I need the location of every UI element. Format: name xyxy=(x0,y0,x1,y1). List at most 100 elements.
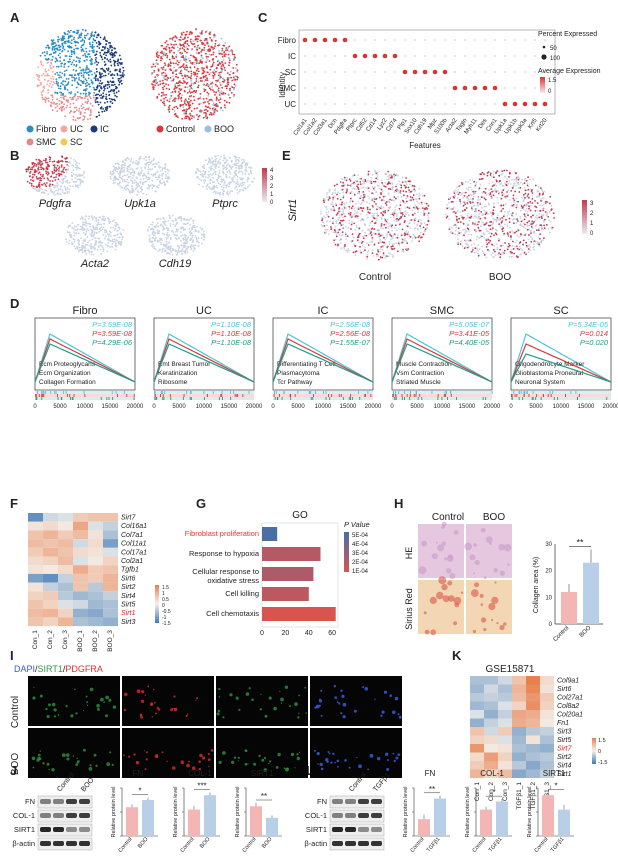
cell-point xyxy=(184,117,186,120)
cell-point xyxy=(210,167,213,170)
cell-point xyxy=(103,85,105,88)
cell-point xyxy=(336,193,338,196)
cell-point xyxy=(182,31,185,34)
cell-point xyxy=(188,227,191,230)
cell-point xyxy=(79,179,82,182)
cell-point xyxy=(395,185,397,188)
cell-point xyxy=(52,65,55,68)
cell-point xyxy=(217,174,220,177)
cell-point xyxy=(172,75,175,78)
cell-point xyxy=(224,62,227,64)
cell-point xyxy=(210,114,213,116)
cell-point xyxy=(330,208,332,211)
cell-point xyxy=(42,86,45,89)
cell-point xyxy=(104,219,106,222)
panel-letter-D: D xyxy=(10,296,19,311)
cell-point xyxy=(60,164,63,167)
cell-point xyxy=(101,82,104,84)
panel-letter-H: H xyxy=(394,496,403,511)
cell-point xyxy=(83,221,85,224)
cell-point xyxy=(176,69,179,71)
dot-Upk1a xyxy=(504,55,506,57)
cell-point xyxy=(186,108,189,111)
cell-point xyxy=(477,196,480,199)
cell-point xyxy=(367,229,369,232)
cell-point xyxy=(120,234,123,236)
cell-point xyxy=(133,179,136,182)
cell-point xyxy=(45,172,48,175)
cell-point xyxy=(145,159,148,162)
cell-point xyxy=(241,182,244,184)
cell-point xyxy=(94,78,97,80)
cell-point xyxy=(380,227,383,230)
cell-point xyxy=(204,75,206,78)
cell-point xyxy=(227,163,230,166)
cell-point xyxy=(320,212,322,215)
cell-point xyxy=(471,188,473,191)
cell-point xyxy=(160,59,162,62)
cell-point xyxy=(391,199,394,202)
cell-point xyxy=(502,204,505,207)
cell-point xyxy=(83,39,86,42)
cell-point xyxy=(140,167,143,169)
cell-point xyxy=(391,237,394,240)
cell-point xyxy=(53,48,56,50)
cell-point xyxy=(98,237,101,240)
cell-point xyxy=(66,187,69,189)
cell-point xyxy=(139,178,142,181)
cell-point xyxy=(401,213,404,216)
cell-point xyxy=(169,223,172,225)
size-legend-title: Percent Expressed xyxy=(538,31,597,38)
cell-point xyxy=(75,86,78,89)
cell-point xyxy=(95,93,98,96)
cell-point xyxy=(51,94,53,96)
cell-point xyxy=(517,200,519,203)
cell-point xyxy=(418,197,421,200)
cell-point xyxy=(120,76,123,79)
cell-point xyxy=(207,93,210,95)
cell-point xyxy=(204,171,206,174)
cell-point xyxy=(69,161,71,164)
cell-point xyxy=(90,81,93,84)
cell-point xyxy=(455,218,458,221)
cell-point xyxy=(235,174,238,177)
cell-point xyxy=(210,188,212,190)
cell-point xyxy=(181,104,183,106)
cell-point xyxy=(163,62,166,65)
cell-point xyxy=(159,179,162,182)
cell-point xyxy=(38,188,41,191)
cell-point xyxy=(81,174,84,177)
cell-point xyxy=(420,201,423,204)
cell-point xyxy=(55,176,57,179)
cell-point xyxy=(189,223,192,226)
cell-point xyxy=(201,110,204,112)
cell-point xyxy=(200,179,203,182)
cell-point xyxy=(70,55,73,58)
cell-point xyxy=(173,233,175,236)
cell-point xyxy=(405,240,407,242)
cell-point xyxy=(211,174,213,176)
cell-point xyxy=(109,173,112,175)
cell-point xyxy=(485,228,488,230)
cell-point xyxy=(468,219,471,222)
cell-point xyxy=(420,221,422,224)
cell-point xyxy=(37,78,39,80)
cell-point xyxy=(54,50,57,53)
cell-point xyxy=(198,47,201,50)
cell-point xyxy=(113,88,115,91)
cell-point xyxy=(177,76,179,79)
cell-point xyxy=(164,173,167,176)
cell-point xyxy=(332,222,334,225)
cell-point xyxy=(49,180,51,182)
cell-point xyxy=(231,51,234,53)
cell-point xyxy=(82,106,85,109)
cell-point xyxy=(55,170,58,172)
cell-point xyxy=(170,251,173,253)
cell-point xyxy=(250,172,253,175)
cell-point xyxy=(114,240,116,243)
cell-point xyxy=(164,41,167,44)
cell-point xyxy=(82,28,84,31)
cell-point xyxy=(72,50,74,53)
cell-point xyxy=(233,87,236,89)
cell-point xyxy=(164,64,167,67)
